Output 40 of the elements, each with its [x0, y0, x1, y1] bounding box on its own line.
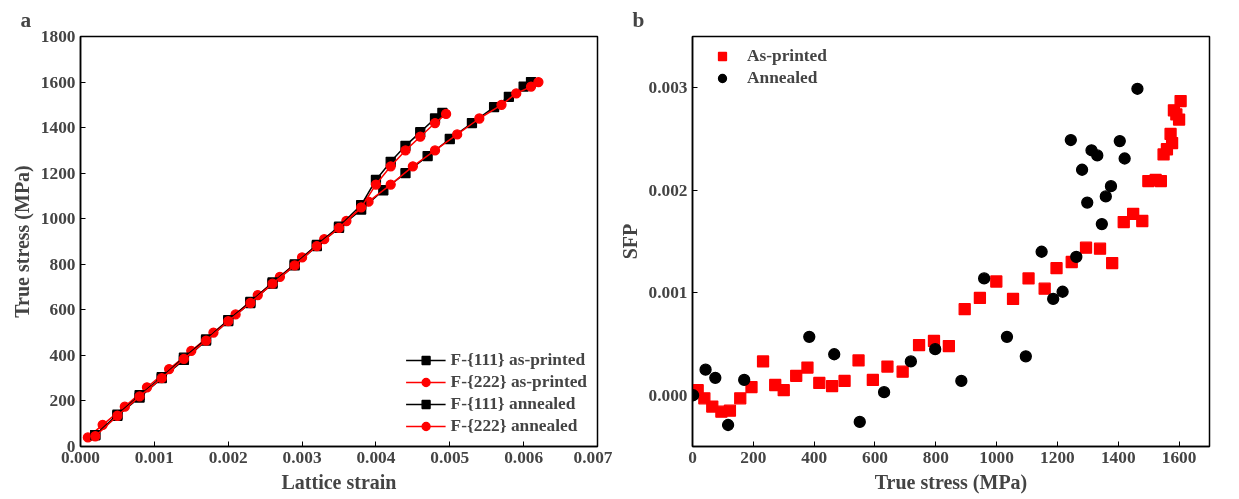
y-tick-label: 1400 — [40, 118, 76, 138]
x-tick-label: 800 — [922, 447, 949, 467]
legend-label: Annealed — [747, 68, 818, 88]
x-tick-label: 0.007 — [573, 447, 613, 467]
y-tick-label: 0.000 — [648, 385, 688, 405]
x-tick-label: 400 — [801, 447, 828, 467]
y-tick-label: 200 — [49, 391, 76, 411]
text: b — [632, 7, 645, 32]
text: a — [20, 7, 32, 32]
x-tick-label: 0.004 — [356, 447, 396, 467]
y-tick-label: 800 — [49, 254, 76, 274]
y-tick-label: 0.001 — [648, 283, 688, 303]
x-tick-label: 0.002 — [208, 447, 248, 467]
legend-label: F-{111} as-printed — [450, 350, 586, 370]
legend-label: F-{222} as-printed — [450, 372, 587, 392]
x-tick-label: 0.006 — [504, 447, 544, 467]
legend-label: F-{222} annealed — [450, 416, 578, 436]
y-tick-label: 1800 — [40, 27, 76, 46]
x-axis-title: Lattice strain — [281, 470, 397, 493]
x-tick-label: 1000 — [979, 447, 1014, 467]
y-tick-label: 1600 — [40, 72, 76, 92]
y-tick-label: 600 — [49, 300, 76, 320]
y-tick-label: 0.003 — [648, 78, 688, 98]
x-tick-label: 1600 — [1161, 447, 1197, 467]
y-tick-label: 1200 — [40, 163, 76, 183]
x-tick-label: 1400 — [1100, 447, 1136, 467]
x-axis-title: True stress (MPa) — [874, 470, 1028, 494]
x-tick-label: 0.005 — [430, 447, 470, 467]
y-tick-label: 1000 — [40, 209, 76, 229]
y-axis-title: True stress (MPa) — [10, 165, 34, 318]
x-tick-label: 200 — [740, 447, 767, 467]
x-tick-label: 0.003 — [282, 447, 322, 467]
legend-label: As-printed — [747, 46, 827, 66]
x-tick-label: 0.001 — [134, 447, 174, 467]
x-tick-label: 600 — [861, 447, 888, 467]
y-axis-title: SFP — [618, 223, 641, 260]
x-tick-label: 1200 — [1040, 447, 1075, 467]
legend-label: F-{111} annealed — [450, 394, 576, 414]
y-tick-label: 0.002 — [648, 180, 688, 200]
y-tick-label: 400 — [49, 345, 76, 365]
